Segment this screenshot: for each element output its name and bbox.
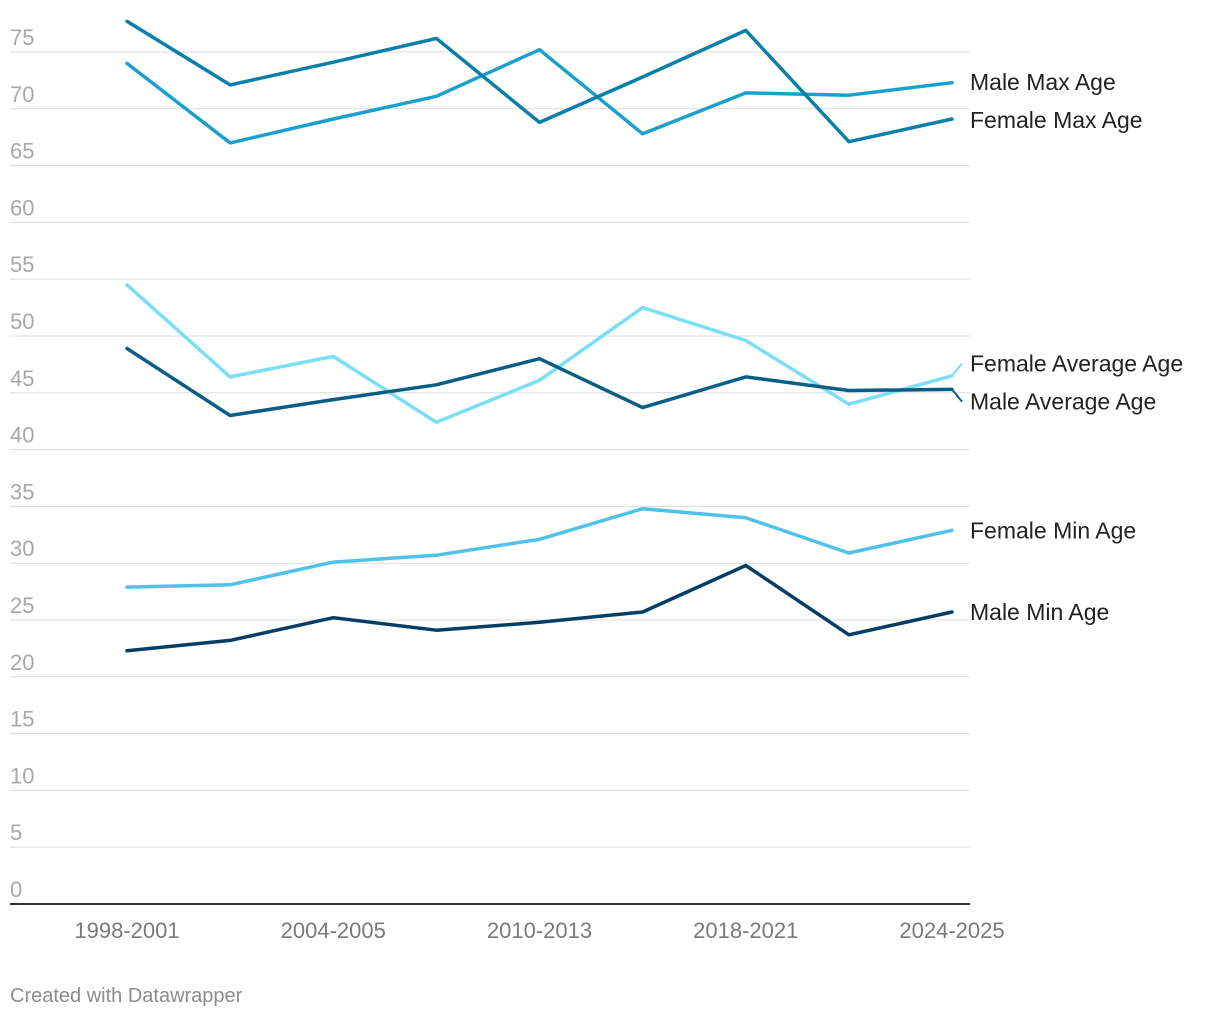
y-tick-label: 45 [10,366,34,391]
label-connector [951,362,963,377]
gridlines [10,51,970,905]
series-line-female-average-age [125,283,954,425]
y-tick-label: 25 [10,593,34,618]
series-line-male-average-age [125,346,954,418]
y-tick-label: 5 [10,820,22,845]
series-label: Female Average Age [970,351,1183,377]
y-tick-label: 20 [10,650,34,675]
y-tick-label: 65 [10,139,34,164]
series-line-female-max-age [125,19,954,144]
series-label: Male Average Age [970,389,1156,415]
y-tick-label: 50 [10,309,34,334]
series-label: Male Min Age [970,599,1109,625]
y-tick-label: 0 [10,877,22,902]
x-tick-label: 1998-2001 [74,918,179,943]
y-tick-label: 30 [10,536,34,561]
series-lines [125,19,954,653]
y-tick-label: 60 [10,195,34,220]
y-tick-label: 55 [10,252,34,277]
x-tick-label: 2024-2025 [899,918,1004,943]
y-tick-label: 10 [10,763,34,788]
y-tick-label: 15 [10,707,34,732]
series-line-male-min-age [125,563,954,653]
series-label: Female Min Age [970,517,1136,543]
series-line-female-min-age [125,506,954,589]
x-tick-label: 2010-2013 [487,918,592,943]
label-connector [951,388,963,403]
y-axis-ticks: 0 5 10 15 20 25 30 35 40 45 50 55 60 65 70 75 [10,25,34,902]
y-tick-label: 75 [10,25,34,50]
x-tick-label: 2018-2021 [693,918,798,943]
x-tick-label: 2004-2005 [281,918,386,943]
y-tick-label: 40 [10,423,34,448]
y-tick-label: 35 [10,479,34,504]
series-label: Male Max Age [970,69,1116,95]
series-line-male-max-age [125,47,954,145]
y-tick-label: 70 [10,82,34,107]
series-label: Female Max Age [970,107,1143,133]
series-labels: Male Max Age Female Max Age Female Average… [951,69,1183,625]
credit-text: Created with Datawrapper [10,985,243,1007]
x-axis-ticks: 1998-2001 2004-2005 2010-2013 2018-2021 2024… [74,918,1004,943]
